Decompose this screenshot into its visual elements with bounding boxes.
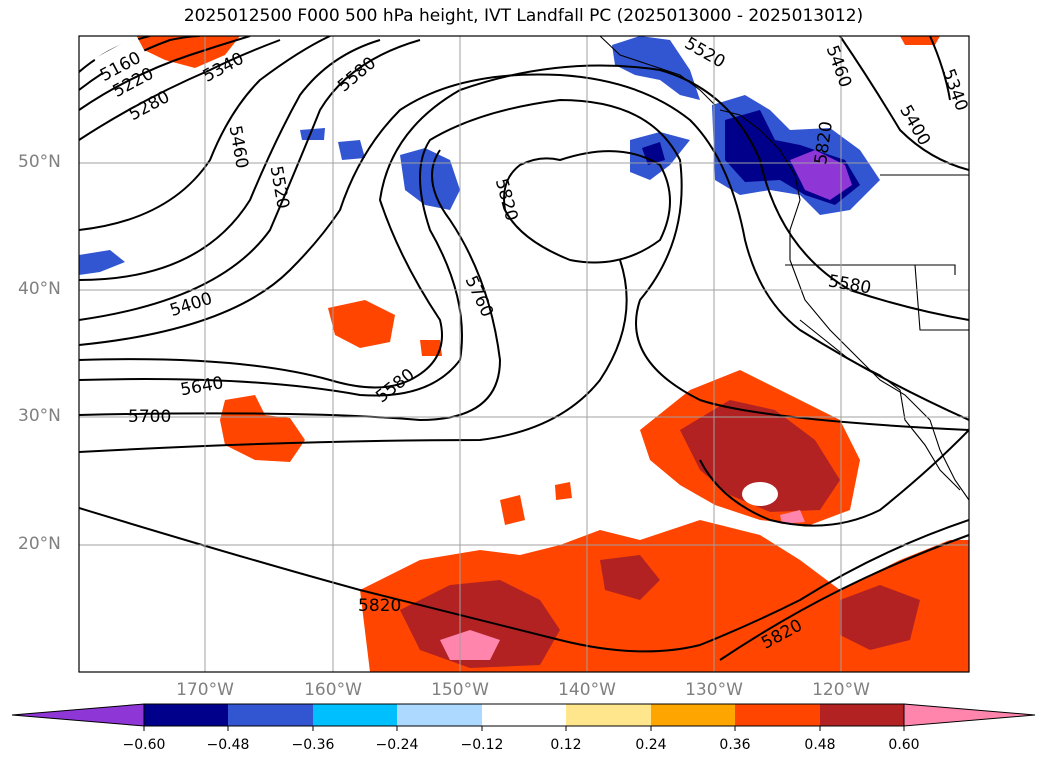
map-frame bbox=[78, 35, 970, 673]
contour-label: 5640 bbox=[179, 373, 225, 400]
contour-label: 5700 bbox=[128, 407, 171, 427]
pc-shading-positive bbox=[135, 36, 969, 672]
colorbar-tick-label: −0.48 bbox=[206, 737, 250, 753]
map-title: 2025012500 F000 500 hPa height, IVT Land… bbox=[183, 6, 864, 26]
colorbar-tick-label: 0.36 bbox=[719, 737, 751, 753]
negative-region-central bbox=[400, 148, 460, 210]
positive-region-west bbox=[220, 395, 305, 462]
lon-label-170w: 170°W bbox=[176, 680, 234, 700]
colorbar-extend-max bbox=[903, 703, 1036, 727]
colorbar-tick-label: 0.12 bbox=[550, 737, 582, 753]
colorbar-segment bbox=[313, 704, 397, 726]
colorbar-segment bbox=[566, 704, 651, 726]
colorbar-outline bbox=[143, 703, 905, 727]
colorbar-segment bbox=[397, 704, 482, 726]
lon-label-140w: 140°W bbox=[558, 680, 616, 700]
colorbar-tick-label: −0.60 bbox=[122, 737, 166, 753]
colorbar-segment bbox=[144, 704, 228, 726]
lon-label-160w: 160°W bbox=[304, 680, 362, 700]
contour-label: 5400 bbox=[895, 102, 934, 149]
colorbar-tick-label: −0.36 bbox=[291, 737, 335, 753]
lat-label-40n: 40°N bbox=[18, 279, 61, 299]
contour-label: 5580 bbox=[827, 271, 873, 298]
colorbar-tick-label: 0.24 bbox=[635, 737, 667, 753]
colorbar-tick-label: −0.12 bbox=[460, 737, 504, 753]
contour-label: 5760 bbox=[461, 273, 497, 321]
lat-label-50n: 50°N bbox=[18, 152, 61, 172]
colorbar-tick-label: 0.48 bbox=[804, 737, 836, 753]
colorbar-segment bbox=[820, 704, 904, 726]
colorbar-ticks bbox=[143, 726, 905, 731]
colorbar-segment bbox=[651, 704, 735, 726]
map-area: 5160 5220 5280 5340 5460 5520 5580 5400 … bbox=[79, 34, 972, 672]
graticule bbox=[79, 36, 969, 672]
lat-label-20n: 20°N bbox=[18, 534, 61, 554]
contour-label: 5340 bbox=[938, 66, 972, 113]
positive-region-central bbox=[328, 300, 395, 348]
colorbar-extend-min bbox=[11, 703, 145, 727]
pc-shading-negative bbox=[79, 36, 880, 275]
colorbar-segment bbox=[482, 704, 566, 726]
lon-label-150w: 150°W bbox=[431, 680, 489, 700]
negative-region-alaska bbox=[612, 36, 700, 100]
lon-label-130w: 130°W bbox=[685, 680, 743, 700]
contour-label: 5820 bbox=[491, 176, 522, 223]
colorbar-segment bbox=[228, 704, 313, 726]
contour-label: 5520 bbox=[266, 164, 293, 210]
lat-label-30n: 30°N bbox=[18, 406, 61, 426]
contour-label: 5400 bbox=[168, 289, 215, 321]
contour-label: 5580 bbox=[372, 365, 418, 407]
lon-label-120w: 120°W bbox=[812, 680, 870, 700]
colorbar-tick-label: −0.24 bbox=[375, 737, 419, 753]
colorbar-tick-label: 0.60 bbox=[888, 737, 920, 753]
colorbar-segment bbox=[735, 704, 820, 726]
coastline bbox=[599, 36, 969, 501]
contour-label: 5820 bbox=[358, 596, 401, 616]
contour-label: 5520 bbox=[681, 34, 728, 73]
height-contours bbox=[79, 36, 969, 661]
colorbar bbox=[11, 703, 1036, 731]
